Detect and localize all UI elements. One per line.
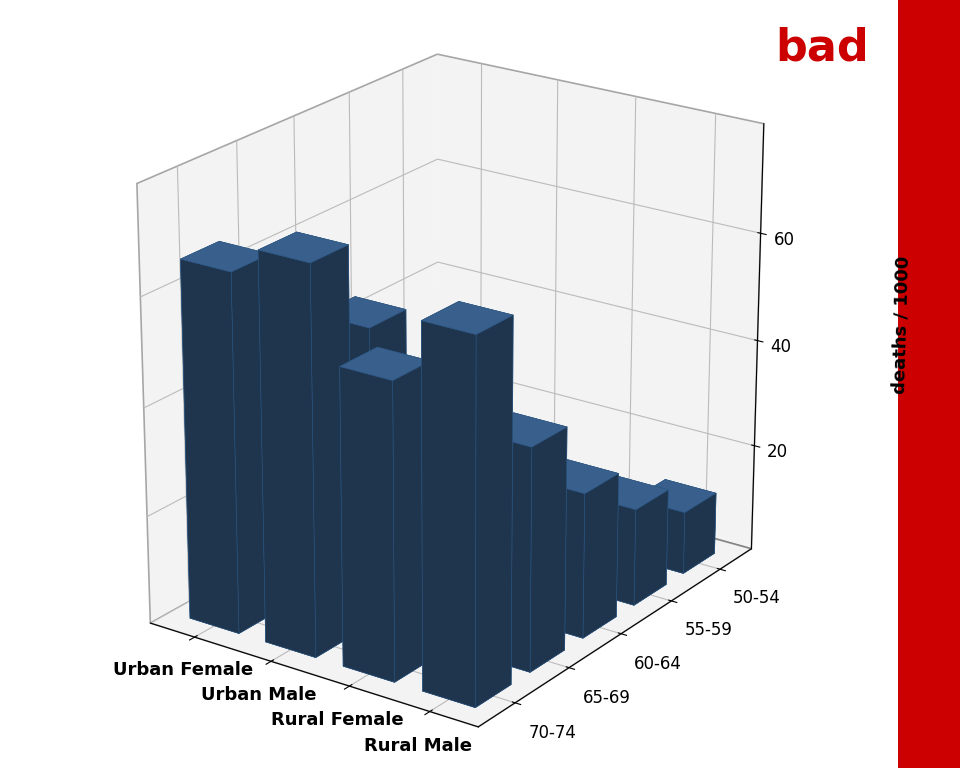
Text: bad: bad: [775, 27, 869, 70]
